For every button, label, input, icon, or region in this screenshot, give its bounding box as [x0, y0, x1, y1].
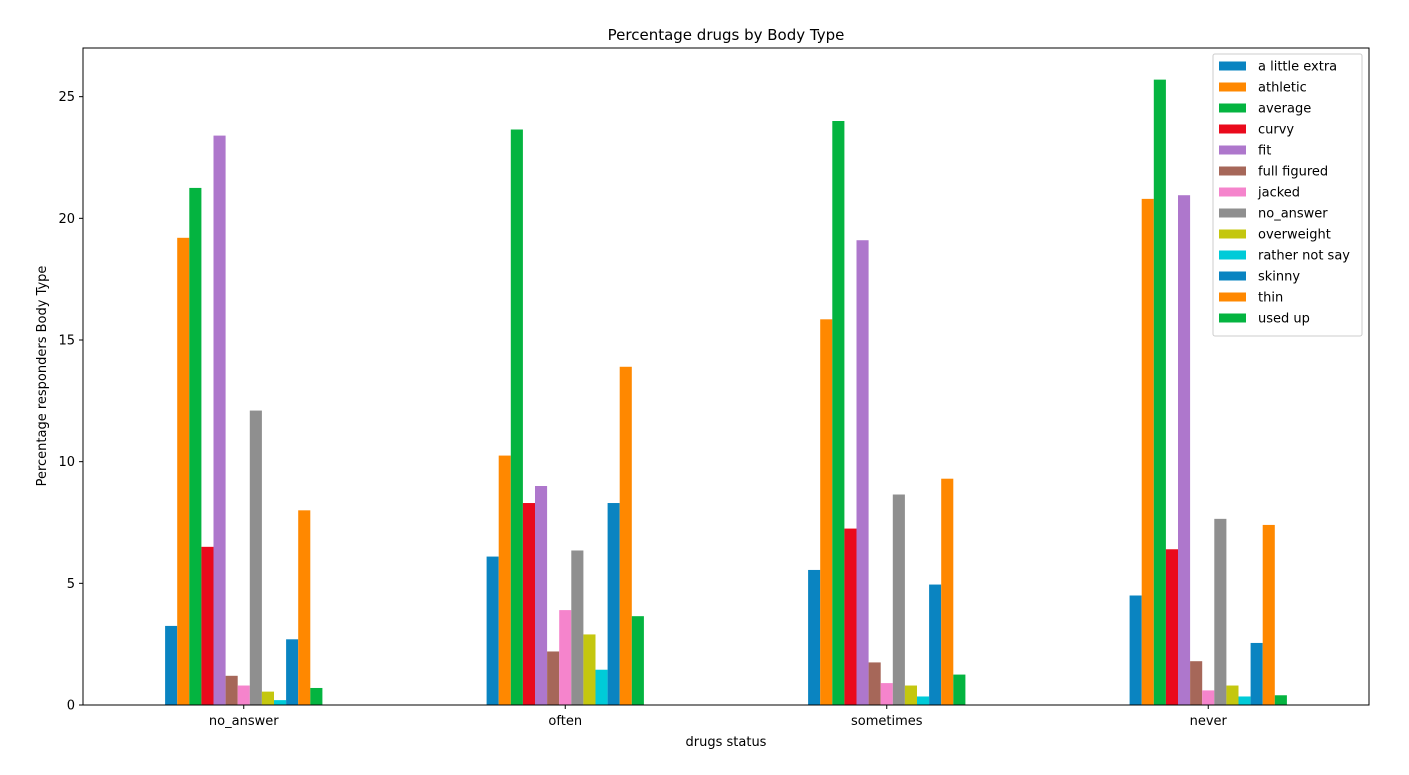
legend-swatch: [1219, 166, 1246, 176]
legend-label: fit: [1258, 144, 1271, 159]
legend-swatch: [1219, 103, 1246, 113]
bar-no-answer-no-answer: [249, 410, 262, 705]
bar-used-up-sometimes: [953, 674, 966, 705]
bar-used-up-often: [631, 616, 644, 705]
y-tick-label: 10: [58, 455, 75, 470]
bar-overweight-sometimes: [904, 685, 917, 705]
bar-overweight-often: [583, 634, 596, 705]
bar-full-figured-often: [547, 651, 560, 705]
y-axis-label: Percentage responders Body Type: [35, 266, 50, 487]
bar-a-little-extra-no-answer: [165, 625, 178, 705]
bar-thin-no-answer: [298, 510, 311, 705]
legend-box: [1212, 53, 1363, 337]
bar-thin-never: [1262, 524, 1275, 705]
legend-swatch: [1219, 145, 1246, 155]
legend-swatch: [1219, 61, 1246, 71]
bar-curvy-never: [1165, 549, 1178, 705]
bar-athletic-never: [1141, 198, 1154, 705]
legend-swatch: [1219, 313, 1246, 323]
bar-rather-not-say-sometimes: [917, 696, 930, 705]
bar-average-often: [510, 129, 523, 705]
legend-swatch: [1219, 229, 1246, 239]
bar-rather-not-say-never: [1238, 696, 1251, 705]
x-tick-label: never: [1190, 714, 1228, 729]
bar-no-answer-never: [1214, 518, 1227, 705]
legend-label: jacked: [1257, 186, 1300, 201]
bar-athletic-often: [498, 455, 511, 705]
x-tick-label: often: [548, 714, 582, 729]
legend-label: no_answer: [1258, 207, 1328, 222]
legend-label: used up: [1258, 312, 1310, 327]
x-tick-label: sometimes: [851, 714, 923, 729]
bar-no-answer-often: [571, 550, 584, 705]
y-tick-label: 25: [58, 90, 75, 105]
legend-label: average: [1258, 102, 1311, 117]
legend-label: athletic: [1258, 81, 1307, 96]
legend-swatch: [1219, 187, 1246, 197]
bar-curvy-sometimes: [844, 528, 857, 705]
legend-label: full figured: [1258, 165, 1328, 180]
bar-athletic-no-answer: [177, 237, 190, 706]
bar-curvy-often: [522, 503, 535, 705]
bar-skinny-never: [1250, 642, 1263, 705]
bars-group: [165, 79, 1287, 706]
bar-skinny-often: [607, 503, 620, 705]
bar-used-up-no-answer: [310, 687, 323, 705]
bar-jacked-sometimes: [880, 683, 893, 705]
bar-jacked-no-answer: [237, 685, 250, 705]
legend-label: thin: [1258, 291, 1283, 306]
legend-label: rather not say: [1258, 249, 1350, 264]
bar-thin-often: [619, 366, 632, 705]
y-tick-label: 5: [67, 577, 75, 592]
bar-athletic-sometimes: [820, 319, 833, 705]
legend-swatch: [1219, 82, 1246, 92]
legend-swatch: [1219, 292, 1246, 302]
bar-skinny-no-answer: [286, 639, 299, 705]
legend-swatch: [1219, 250, 1246, 260]
legend-swatch: [1219, 271, 1246, 281]
bar-fit-often: [535, 486, 548, 705]
legend-label: curvy: [1258, 123, 1294, 138]
bar-no-answer-sometimes: [892, 494, 905, 705]
bar-full-figured-no-answer: [225, 675, 238, 705]
bar-fit-no-answer: [213, 135, 226, 706]
x-tick-label: no_answer: [209, 714, 279, 729]
bar-jacked-often: [559, 610, 572, 705]
y-tick-label: 0: [67, 699, 75, 714]
legend-label: overweight: [1258, 228, 1331, 243]
bar-a-little-extra-often: [486, 556, 499, 705]
bar-fit-never: [1178, 195, 1191, 705]
y-tick-label: 20: [58, 212, 75, 227]
bar-overweight-no-answer: [261, 691, 274, 705]
bar-a-little-extra-sometimes: [808, 569, 821, 705]
bar-average-no-answer: [189, 187, 202, 706]
legend-swatch: [1219, 124, 1246, 134]
legend-label: skinny: [1258, 270, 1300, 285]
bar-full-figured-sometimes: [868, 662, 881, 705]
bar-curvy-no-answer: [201, 546, 214, 705]
bar-fit-sometimes: [856, 240, 869, 706]
bar-rather-not-say-often: [595, 669, 608, 705]
bar-overweight-never: [1226, 685, 1239, 705]
bar-skinny-sometimes: [929, 584, 942, 705]
bar-rather-not-say-no-answer: [274, 700, 287, 705]
bar-average-never: [1153, 79, 1166, 705]
bar-full-figured-never: [1190, 661, 1203, 705]
bar-a-little-extra-never: [1129, 595, 1142, 705]
bar-thin-sometimes: [941, 478, 954, 705]
y-tick-label: 15: [58, 334, 75, 349]
bar-used-up-never: [1274, 695, 1287, 705]
chart-title: Percentage drugs by Body Type: [608, 26, 845, 44]
legend: a little extra athletic average curvy fit ful…: [1212, 53, 1363, 337]
bar-jacked-never: [1202, 690, 1215, 705]
plot-frame: [82, 47, 1370, 706]
x-axis-label: drugs status: [686, 735, 767, 750]
legend-swatch: [1219, 208, 1246, 218]
legend-label: a little extra: [1258, 60, 1337, 75]
bar-average-sometimes: [832, 121, 845, 705]
